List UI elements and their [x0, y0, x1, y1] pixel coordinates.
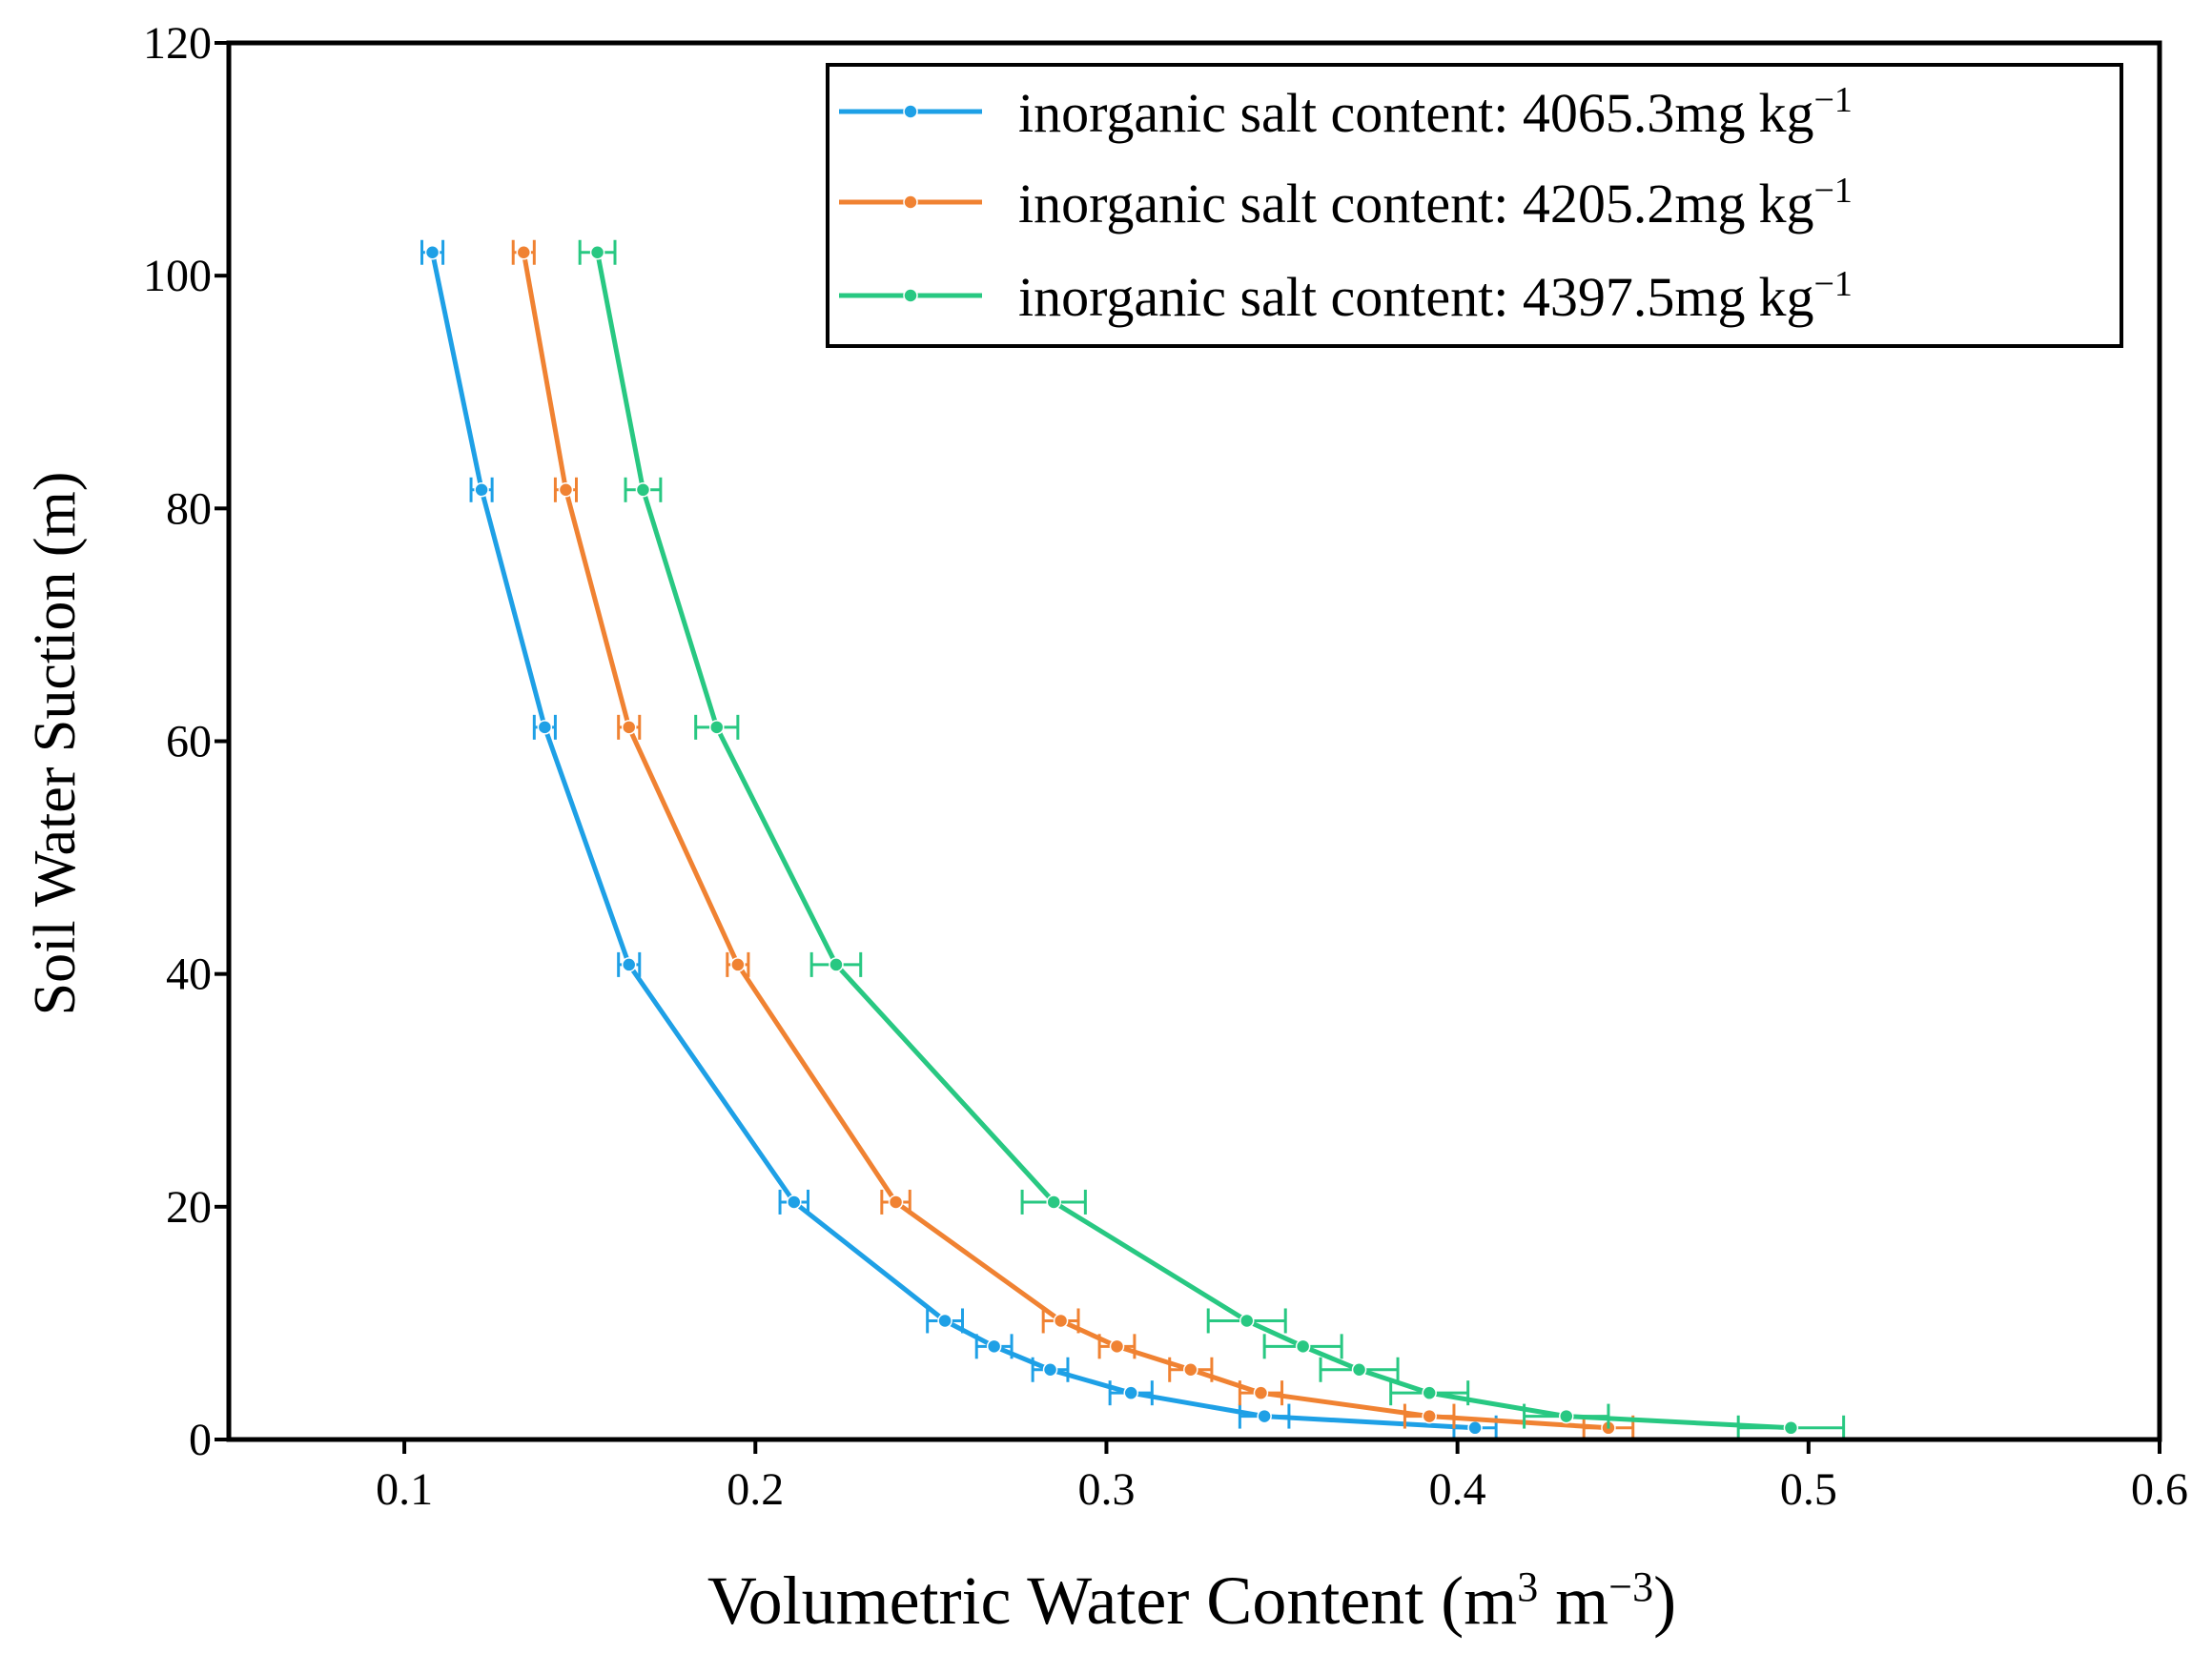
legend: inorganic salt content: 4065.3mg kg−1inor… — [826, 63, 2123, 348]
legend-marker — [903, 288, 918, 303]
data-point — [1295, 1338, 1311, 1355]
data-layer — [420, 239, 1846, 1440]
legend-label-text: inorganic salt content: 4065.3mg — [1018, 82, 1745, 144]
data-point — [1183, 1362, 1198, 1378]
legend-marker — [903, 194, 918, 210]
data-point — [888, 1195, 904, 1210]
data-point — [1351, 1362, 1367, 1378]
x-axis-unit-sup1: 3 — [1517, 1563, 1538, 1610]
data-point — [1053, 1313, 1069, 1329]
series-1 — [420, 239, 1498, 1440]
series-3 — [578, 239, 1846, 1440]
legend-label-unit: kg — [1758, 266, 1813, 328]
data-point — [558, 482, 574, 498]
tick-layer: 0.1 0.2 0.3 0.4 0.5 0.6 0 20 40 60 80 100 120 — [143, 18, 2188, 1515]
data-point — [474, 482, 489, 498]
y-tick-label: 40 — [166, 950, 212, 1000]
data-point — [1559, 1408, 1574, 1424]
data-point — [621, 720, 637, 735]
x-axis-title: Volumetric Water Content (m3 m−3) — [707, 1562, 1676, 1639]
legend-marker — [903, 104, 918, 119]
data-point — [1467, 1420, 1483, 1436]
x-tick-label: 0.4 — [1429, 1464, 1486, 1515]
legend-box — [826, 63, 2123, 348]
legend-label-unit-sup: −1 — [1813, 171, 1852, 211]
y-tick-label: 0 — [189, 1415, 212, 1465]
y-tick-label: 60 — [166, 717, 212, 767]
data-point — [1253, 1385, 1269, 1400]
legend-label: inorganic salt content: 4397.5mg kg−1 — [1018, 264, 1853, 328]
legend-label-text: inorganic salt content: 4205.2mg — [1018, 173, 1745, 235]
x-tick-label: 0.5 — [1780, 1464, 1837, 1515]
legend-label: inorganic salt content: 4065.3mg kg−1 — [1018, 80, 1853, 144]
legend-label-unit-sup: −1 — [1813, 264, 1852, 304]
data-point — [621, 957, 637, 972]
data-point — [1109, 1338, 1125, 1355]
legend-label-text: inorganic salt content: 4397.5mg — [1018, 266, 1745, 328]
legend-label-unit: kg — [1758, 173, 1813, 235]
series-2 — [511, 239, 1635, 1440]
data-point — [1046, 1195, 1061, 1210]
data-point — [1042, 1362, 1058, 1378]
y-tick-label: 80 — [166, 483, 212, 534]
data-point — [986, 1338, 1002, 1355]
data-point — [1123, 1385, 1138, 1400]
legend-label-unit: kg — [1758, 82, 1813, 144]
data-point — [709, 720, 725, 735]
data-point — [1783, 1420, 1799, 1436]
data-point — [424, 245, 440, 260]
data-point — [787, 1195, 802, 1210]
data-point — [589, 245, 605, 260]
data-point — [516, 245, 532, 260]
data-point — [537, 720, 553, 735]
data-point — [829, 957, 844, 972]
x-axis-unit-sup2: −3 — [1608, 1563, 1653, 1610]
x-axis-title-text: Volumetric Water Content (m — [707, 1562, 1517, 1639]
x-axis-unit-mid: m — [1538, 1562, 1608, 1639]
y-tick-label: 120 — [143, 18, 212, 69]
legend-label-unit-sup: −1 — [1813, 80, 1852, 120]
x-tick-label: 0.2 — [727, 1464, 784, 1515]
legend-label: inorganic salt content: 4205.2mg kg−1 — [1018, 171, 1853, 235]
y-tick-label: 20 — [166, 1182, 212, 1233]
data-point — [730, 957, 746, 972]
x-axis-unit-close: ) — [1653, 1562, 1676, 1639]
x-tick-label: 0.3 — [1077, 1464, 1135, 1515]
x-tick-label: 0.6 — [2131, 1464, 2188, 1515]
data-point — [635, 482, 651, 498]
data-point — [1422, 1385, 1437, 1400]
data-point — [1257, 1408, 1272, 1424]
y-tick-label: 100 — [143, 251, 212, 301]
data-point — [1422, 1408, 1437, 1424]
data-point — [937, 1313, 952, 1329]
y-axis-title: Soil Water Suction (m) — [23, 472, 88, 1016]
data-point — [1239, 1313, 1255, 1329]
x-tick-label: 0.1 — [376, 1464, 433, 1515]
